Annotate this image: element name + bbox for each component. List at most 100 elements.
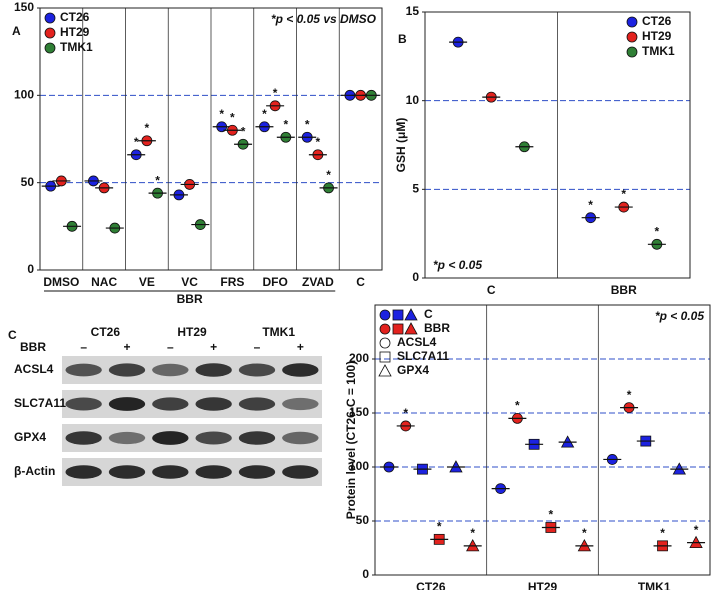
blot-band xyxy=(152,363,189,377)
x-tick-label: BBR xyxy=(611,283,637,297)
significance: * xyxy=(305,117,310,131)
legend-marker xyxy=(44,12,56,24)
significance: * xyxy=(627,388,632,402)
legend-marker xyxy=(44,42,56,54)
significance: * xyxy=(155,173,160,187)
cell-line: TMK1 xyxy=(262,325,295,339)
blot-band xyxy=(238,465,276,479)
panel-label: B xyxy=(398,32,407,46)
significance: * xyxy=(660,526,665,540)
y-tick-label: 0 xyxy=(412,270,419,284)
legend-marker xyxy=(404,322,418,335)
y-tick-label: 200 xyxy=(349,351,369,365)
significance: * xyxy=(134,135,139,149)
blot-band xyxy=(282,465,319,479)
significance: * xyxy=(549,508,554,522)
x-tick-label: VC xyxy=(181,275,198,289)
protein-label: β-Actin xyxy=(14,464,55,478)
x-tick-label: TMK1 xyxy=(638,580,671,590)
blot-band xyxy=(152,397,189,411)
y-tick-label: 10 xyxy=(406,93,420,107)
legend-marker xyxy=(392,309,404,321)
legend-label: C xyxy=(424,307,433,321)
significance: * xyxy=(621,187,626,201)
blot-band xyxy=(65,363,102,377)
blot-strip xyxy=(62,390,322,418)
annotation: *p < 0.05 xyxy=(433,258,482,272)
blot-band xyxy=(65,397,102,411)
legend-label: GPX4 xyxy=(397,363,429,377)
significance: * xyxy=(283,117,288,131)
treatment-label: BBR xyxy=(20,340,46,354)
y-tick-label: 50 xyxy=(21,175,35,189)
significance: * xyxy=(262,107,267,121)
legend-marker xyxy=(378,364,392,377)
lane-label: + xyxy=(210,340,217,354)
significance: * xyxy=(515,399,520,413)
significance: * xyxy=(582,526,587,540)
blot-strip xyxy=(62,458,322,486)
blot-band xyxy=(108,465,146,479)
legend-marker xyxy=(379,323,391,335)
y-tick-label: 0 xyxy=(362,567,369,581)
legend-marker xyxy=(379,309,391,321)
blot-band xyxy=(152,465,189,479)
protein-label: GPX4 xyxy=(14,430,46,444)
lane-label: – xyxy=(167,340,174,354)
panel-label: C xyxy=(8,328,17,342)
legend-marker xyxy=(379,351,391,363)
legend-label: ACSL4 xyxy=(397,335,437,349)
legend-marker xyxy=(404,308,418,321)
x-tick-label: FRS xyxy=(220,275,244,289)
blot-strip xyxy=(62,424,322,452)
legend-label: BBR xyxy=(424,321,450,335)
y-tick-label: 100 xyxy=(14,88,34,102)
y-axis-label: Protein level (CT26-C = 100) xyxy=(344,361,358,519)
plot-frame xyxy=(424,11,691,279)
significance: * xyxy=(273,86,278,100)
legend-label: CT26 xyxy=(60,10,90,24)
blot-band xyxy=(108,363,146,377)
legend-label: TMK1 xyxy=(60,40,93,54)
blot-band xyxy=(108,397,146,411)
blot-band xyxy=(238,397,276,411)
significance: * xyxy=(326,168,331,182)
x-tick-label: HT29 xyxy=(528,580,558,590)
blot-band xyxy=(195,363,232,377)
blot-band xyxy=(65,431,102,445)
panel-label: A xyxy=(12,24,21,38)
y-tick-label: 15 xyxy=(406,4,420,18)
cell-line: CT26 xyxy=(91,325,121,339)
legend-marker xyxy=(626,16,638,28)
blot-band xyxy=(65,465,102,479)
significance: * xyxy=(316,135,321,149)
x-tick-label: DMSO xyxy=(43,275,79,289)
x-tick-label: C xyxy=(487,283,496,297)
lane-label: – xyxy=(80,340,87,354)
x-tick-label: VE xyxy=(139,275,155,289)
significance: * xyxy=(470,526,475,540)
significance: * xyxy=(694,523,699,537)
blot-band xyxy=(195,465,232,479)
significance: * xyxy=(437,520,442,534)
x-tick-label: DFO xyxy=(262,275,287,289)
significance: * xyxy=(219,107,224,121)
legend-marker xyxy=(379,337,391,349)
legend-label: SLC7A11 xyxy=(397,349,449,363)
significance: * xyxy=(655,224,660,238)
cell-line: HT29 xyxy=(177,325,207,339)
blot-band xyxy=(238,431,276,445)
legend-label: HT29 xyxy=(642,29,672,43)
blot-band xyxy=(282,363,319,377)
significance: * xyxy=(230,110,235,124)
blot-band xyxy=(238,363,276,377)
significance: * xyxy=(241,124,246,138)
significance: * xyxy=(588,198,593,212)
y-tick-label: 150 xyxy=(14,0,34,14)
blot-band xyxy=(282,431,319,445)
blot-band xyxy=(152,431,189,445)
legend-marker xyxy=(626,31,638,43)
y-tick-label: 5 xyxy=(412,182,419,196)
blot-band xyxy=(108,431,146,445)
